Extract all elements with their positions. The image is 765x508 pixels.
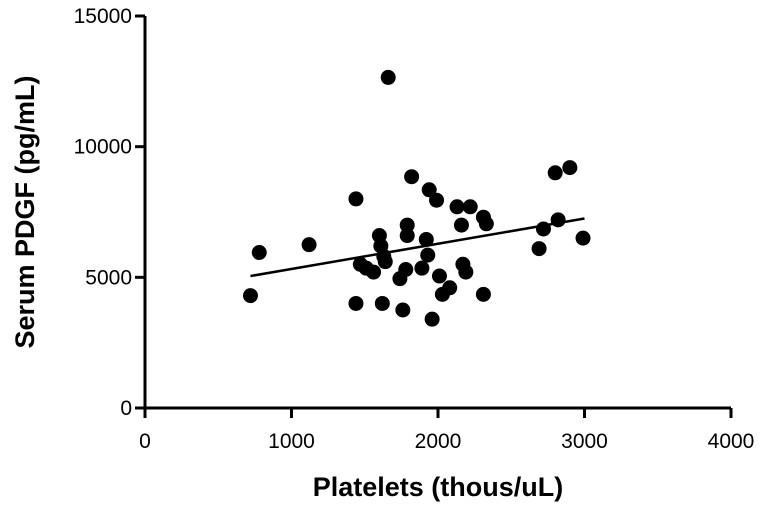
data-point: [301, 237, 317, 253]
data-point: [404, 169, 420, 185]
x-tick-label: 3000: [561, 430, 608, 453]
data-point: [550, 212, 566, 228]
data-point: [424, 311, 440, 327]
data-point: [414, 260, 430, 276]
data-point: [531, 241, 547, 257]
data-point: [449, 199, 465, 215]
data-point: [398, 261, 414, 277]
x-tick-label: 2000: [415, 430, 462, 453]
x-tick-label: 0: [139, 430, 151, 453]
data-point: [366, 264, 382, 280]
data-points: [242, 69, 591, 327]
x-axis-title: Platelets (thous/uL): [313, 472, 564, 502]
data-point: [380, 69, 396, 85]
data-point: [429, 192, 445, 208]
y-tick-label: 10000: [74, 136, 132, 159]
data-point: [418, 231, 434, 247]
y-ticks: 0 5000 10000 15000: [74, 5, 145, 420]
data-point: [377, 254, 393, 270]
y-tick-label: 15000: [74, 5, 132, 28]
x-tick-label: 1000: [268, 430, 315, 453]
y-tick-label: 5000: [85, 266, 132, 289]
data-point: [420, 247, 436, 263]
data-point: [431, 268, 447, 284]
data-point: [242, 288, 258, 304]
data-point: [348, 191, 364, 207]
x-ticks: 0 1000 2000 3000 4000: [139, 408, 754, 453]
regression-line: [250, 217, 585, 278]
data-point: [399, 217, 415, 233]
data-point: [562, 160, 578, 176]
data-point: [442, 280, 458, 296]
data-point: [478, 216, 494, 232]
data-point: [575, 230, 591, 246]
y-tick-label: 0: [120, 397, 132, 420]
data-point: [475, 286, 491, 302]
data-point: [421, 182, 437, 198]
data-point: [395, 302, 411, 318]
data-point: [374, 295, 390, 311]
data-point: [458, 264, 474, 280]
regression-line-group: [250, 217, 585, 278]
data-point: [462, 199, 478, 215]
axes: [143, 16, 731, 410]
data-point: [453, 217, 469, 233]
data-point: [348, 295, 364, 311]
data-point: [535, 221, 551, 237]
data-point: [547, 165, 563, 181]
data-point: [399, 228, 415, 244]
data-point: [251, 245, 267, 261]
x-tick-label: 4000: [708, 430, 755, 453]
y-axis-title: Serum PDGF (pg/mL): [10, 75, 40, 348]
